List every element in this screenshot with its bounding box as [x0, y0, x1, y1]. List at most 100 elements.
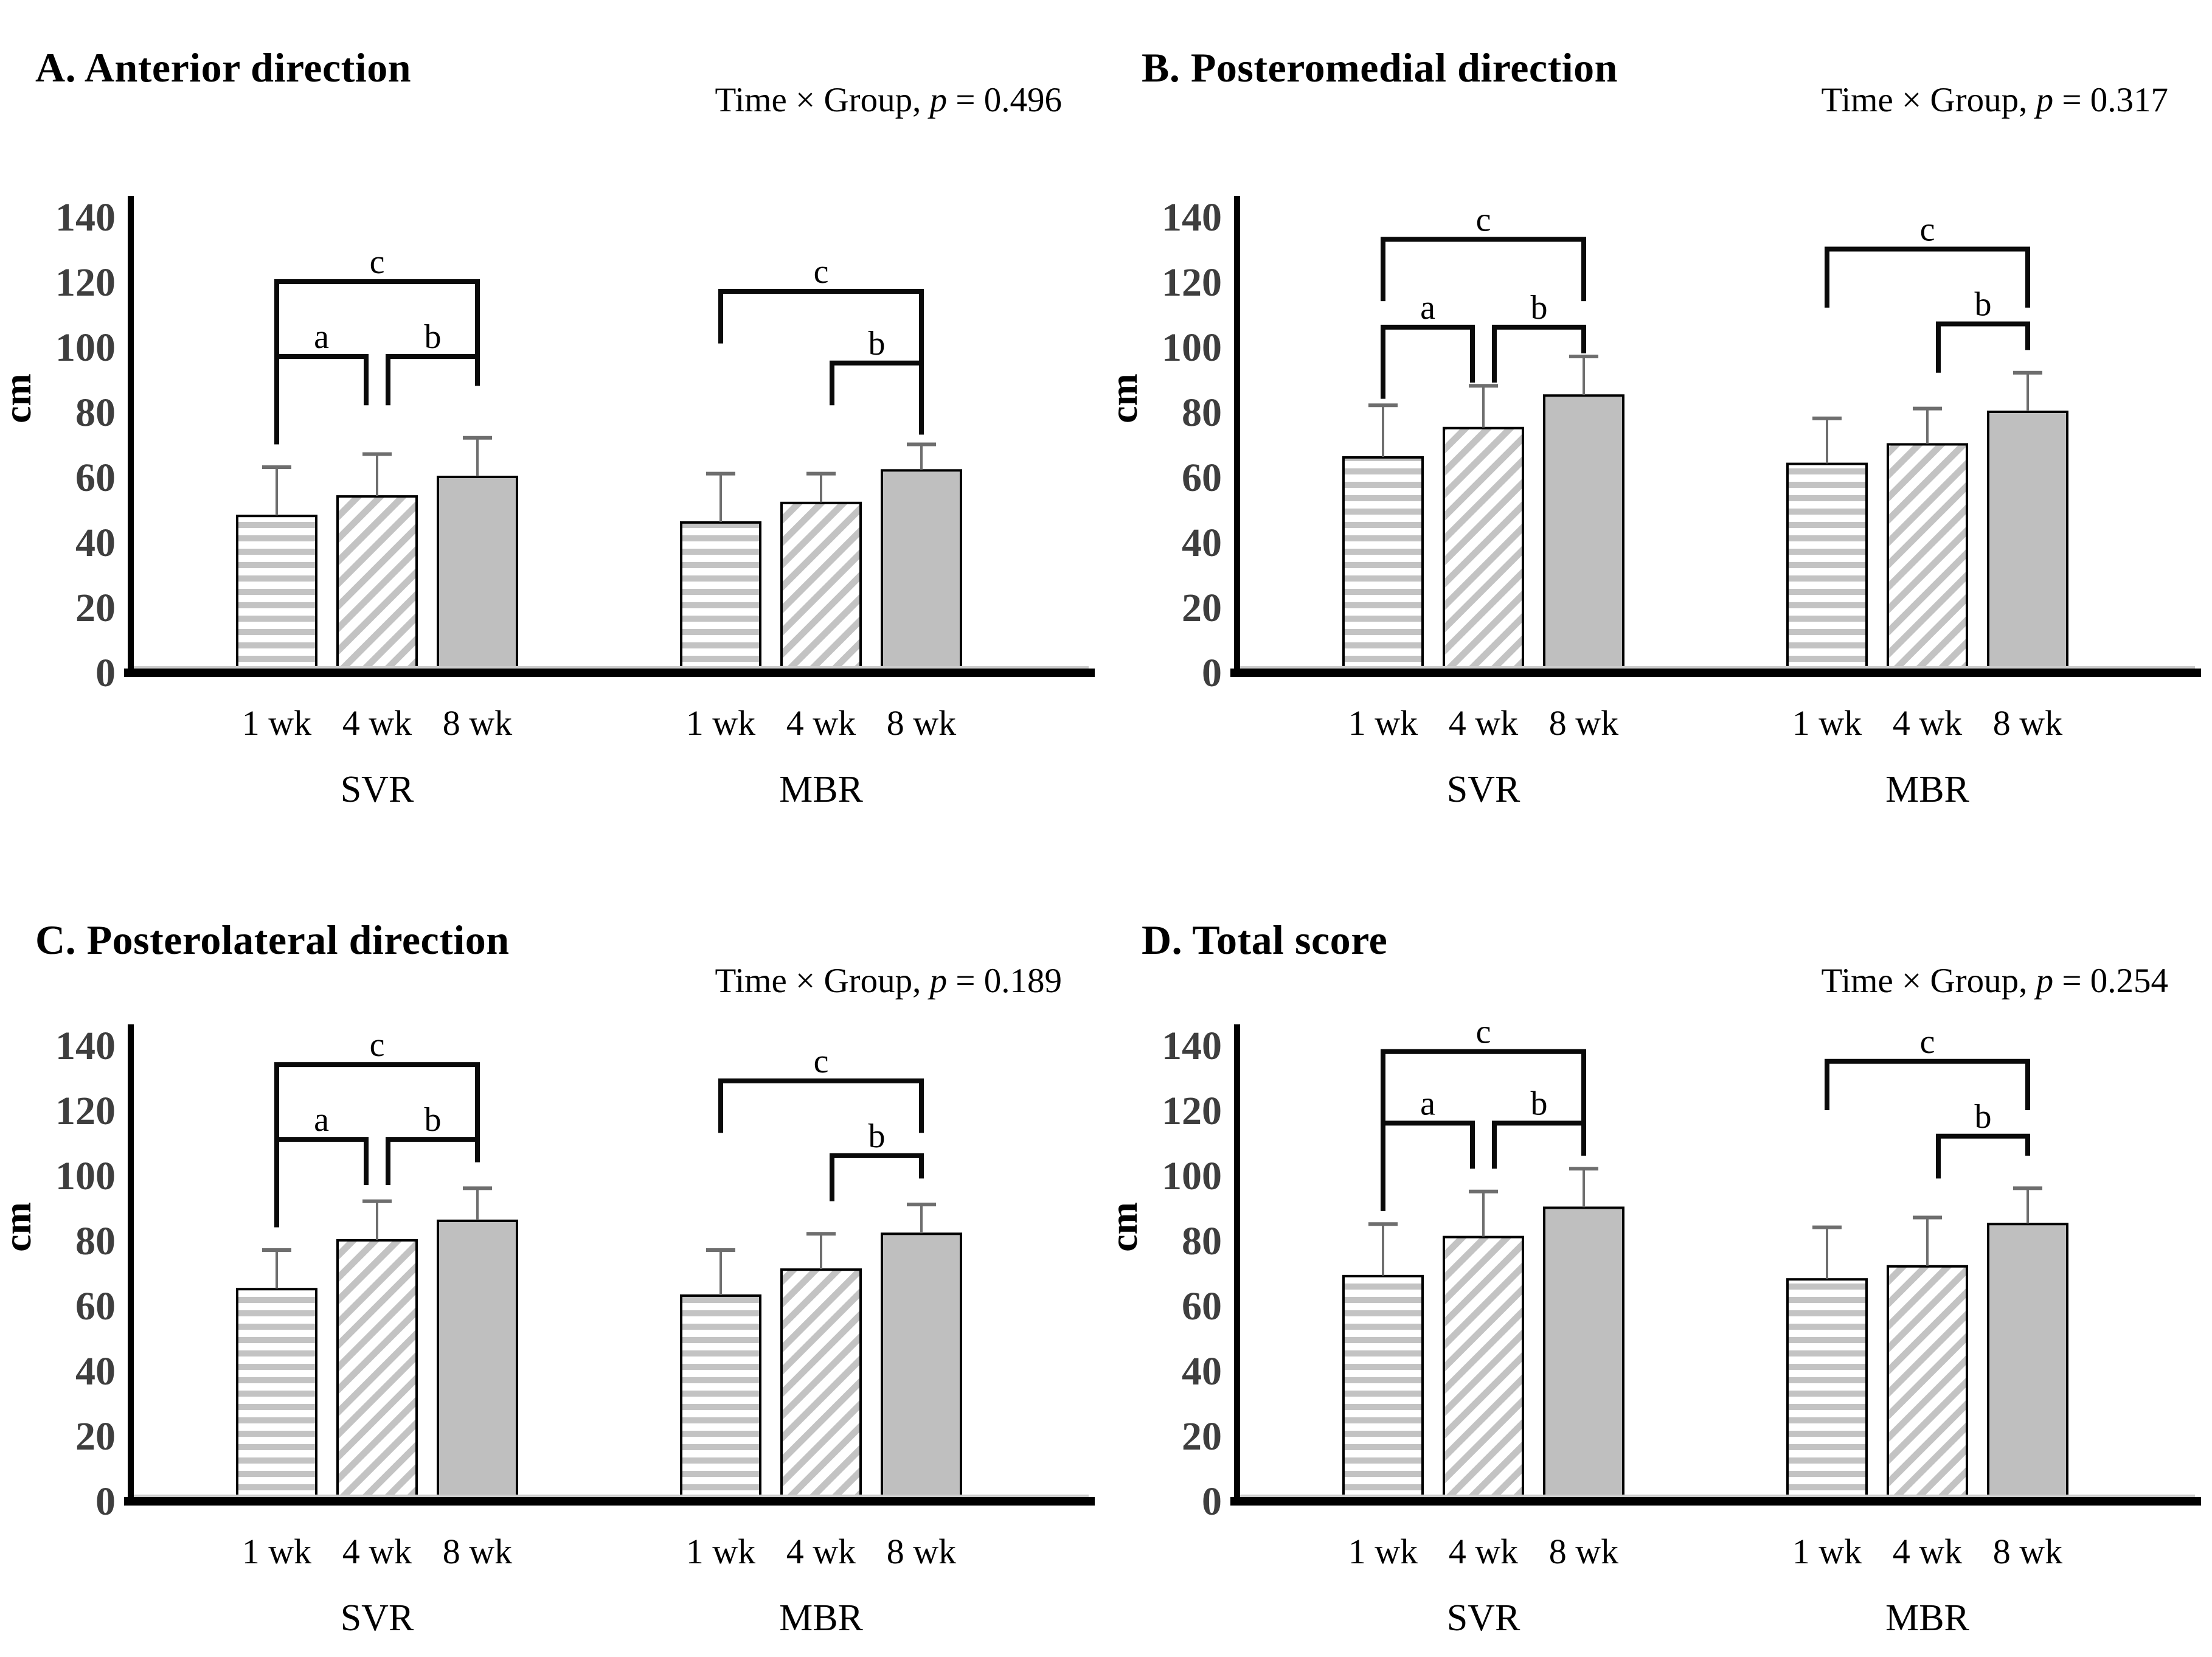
group-label-mbr: MBR: [1885, 1597, 1969, 1639]
y-tick-40: 40: [1182, 521, 1222, 565]
bar-mbr-8wk: [881, 1232, 962, 1506]
bar-mbr-1wk: [1786, 462, 1868, 677]
y-tick-80: 80: [75, 1219, 116, 1263]
panel-posterolateral-direction: 0 20 40 60 80 100 120 140 cm 1 wk 4 wk 8 wk SVR 1 wk 4…: [0, 828, 1106, 1657]
sig-label-c-mbr: c: [814, 1043, 829, 1080]
x-label-svr-4wk: 4 wk: [1449, 703, 1518, 743]
x-label-svr-1wk: 1 wk: [242, 703, 311, 743]
y-tick-40: 40: [75, 521, 116, 565]
x-label-mbr-4wk: 4 wk: [786, 1532, 856, 1571]
y-tick-20: 20: [1182, 586, 1222, 630]
panel-B-plot: 0 20 40 60 80 100 120 140 cm 1 wk 4 wk 8 wk SVR 1 wk 4…: [1102, 195, 2201, 810]
y-axis-label: cm: [0, 1202, 39, 1252]
bar-svr-8wk: [437, 476, 518, 677]
x-label-svr-8wk: 8 wk: [443, 1532, 512, 1571]
sig-bracket-c-svr: [274, 1062, 480, 1228]
y-tick-20: 20: [75, 1414, 116, 1459]
panel-anterior-direction: 0 20 40 60 80 100 120 140 cm 1 wk 4 wk 8 wk SVR 1 wk 4…: [0, 0, 1106, 828]
p-value: 0.496: [983, 81, 1062, 119]
sig-label-a-svr: a: [1420, 1085, 1435, 1122]
sig-label-b-mbr: b: [1975, 1098, 1992, 1136]
panel-title: B. Posteromedial direction: [1142, 44, 1618, 91]
y-tick-140: 140: [1162, 1024, 1222, 1068]
sig-label-b-svr: b: [1531, 289, 1548, 327]
sig-label-b-svr: b: [425, 1101, 442, 1139]
sig-bracket-a-svr: [274, 1137, 369, 1208]
x-label-mbr-4wk: 4 wk: [1893, 1532, 1962, 1571]
bar-mbr-4wk: [1887, 443, 1968, 677]
equals-sign: =: [2053, 962, 2090, 1000]
group-label-svr: SVR: [341, 769, 414, 810]
x-label-mbr-8wk: 8 wk: [1993, 1532, 2062, 1571]
bar-svr-8wk: [1543, 394, 1624, 677]
x-label-svr-8wk: 8 wk: [1549, 1532, 1618, 1571]
group-label-svr: SVR: [1447, 769, 1520, 810]
bar-mbr-1wk: [680, 1294, 761, 1506]
sig-bracket-c-mbr: [1825, 1058, 2030, 1110]
p-value: 0.189: [983, 962, 1062, 1000]
sig-label-b-svr: b: [1531, 1085, 1548, 1122]
sig-label-c-svr: c: [1476, 201, 1491, 238]
group-label-mbr: MBR: [779, 769, 863, 810]
p-symbol: p: [2036, 962, 2054, 1000]
y-tick-100: 100: [1162, 1154, 1222, 1198]
x-label-mbr-1wk: 1 wk: [686, 1532, 755, 1571]
chart-anterior: 0 20 40 60 80 100 120 140 cm 1 wk 4 wk 8 wk SVR 1 wk 4…: [0, 0, 1106, 828]
sig-bracket-c-svr: [1381, 237, 1586, 302]
bar-mbr-8wk: [1987, 1223, 2068, 1506]
y-tick-140: 140: [1162, 195, 1222, 240]
bar-svr-1wk: [1342, 1274, 1424, 1506]
y-axis-label: cm: [1106, 1202, 1145, 1252]
x-label-svr-4wk: 4 wk: [342, 703, 412, 743]
chart-total-score: 0 20 40 60 80 100 120 140 cm 1 wk 4 wk 8 wk SVR 1 wk 4…: [1102, 828, 2212, 1657]
group-label-svr: SVR: [1447, 1597, 1520, 1639]
p-value: 0.254: [2090, 962, 2168, 1000]
bar-mbr-4wk: [780, 1268, 862, 1506]
y-tick-140: 140: [55, 1024, 116, 1068]
bar-mbr-1wk: [1786, 1278, 1868, 1506]
bar-mbr-1wk: [680, 521, 761, 678]
x-label-svr-8wk: 8 wk: [1549, 703, 1618, 743]
panel-C-plot: 0 20 40 60 80 100 120 140 cm 1 wk 4 wk 8 wk SVR 1 wk 4…: [0, 1024, 1095, 1639]
y-axis-label: cm: [1106, 373, 1145, 423]
interaction-p-note: Time × Group, p = 0.317: [1822, 80, 2168, 120]
y-tick-0: 0: [1202, 1479, 1222, 1524]
bar-mbr-4wk: [780, 501, 862, 677]
x-label-mbr-1wk: 1 wk: [1792, 703, 1862, 743]
group-label-mbr: MBR: [779, 1597, 863, 1639]
x-label-mbr-4wk: 4 wk: [1893, 703, 1962, 743]
sig-bracket-c-mbr: [718, 289, 924, 389]
axis-floor-shadow: [131, 666, 1089, 669]
p-symbol: p: [929, 962, 948, 1000]
stat-label: Time × Group,: [1821, 962, 2036, 1000]
sig-label-b-mbr: b: [869, 1117, 886, 1155]
sig-label-c-mbr: c: [1920, 211, 1935, 249]
sig-label-c-mbr: c: [814, 253, 829, 291]
bar-mbr-8wk: [881, 469, 962, 677]
x-label-mbr-8wk: 8 wk: [1993, 703, 2062, 743]
y-tick-100: 100: [55, 325, 116, 370]
chart-posteromedial: 0 20 40 60 80 100 120 140 cm 1 wk 4 wk 8 wk SVR 1 wk 4…: [1102, 0, 2212, 828]
sig-bracket-b-mbr: [1936, 1133, 2030, 1179]
x-label-svr-1wk: 1 wk: [1348, 703, 1418, 743]
y-tick-60: 60: [75, 456, 116, 500]
y-tick-0: 0: [95, 651, 116, 695]
sig-label-b-mbr: b: [869, 325, 886, 363]
y-tick-0: 0: [1202, 651, 1222, 695]
bar-svr-4wk: [1443, 426, 1524, 677]
group-label-svr: SVR: [341, 1597, 414, 1639]
sig-bracket-b-mbr: [830, 1153, 924, 1201]
x-label-svr-4wk: 4 wk: [342, 1532, 412, 1571]
sig-bracket-a-svr: [1381, 324, 1475, 399]
y-axis-line: [128, 1024, 134, 1506]
interaction-p-note: Time × Group, p = 0.189: [715, 961, 1062, 1001]
p-symbol: p: [929, 81, 948, 119]
axis-floor-shadow: [131, 1495, 1089, 1497]
y-tick-120: 120: [1162, 1089, 1222, 1133]
equals-sign: =: [947, 962, 984, 1000]
bar-svr-4wk: [336, 1239, 418, 1506]
y-tick-0: 0: [95, 1479, 116, 1524]
p-value: 0.317: [2090, 81, 2168, 119]
x-axis-line: [1230, 669, 2201, 677]
chart-posterolateral: 0 20 40 60 80 100 120 140 cm 1 wk 4 wk 8 wk SVR 1 wk 4…: [0, 828, 1106, 1657]
